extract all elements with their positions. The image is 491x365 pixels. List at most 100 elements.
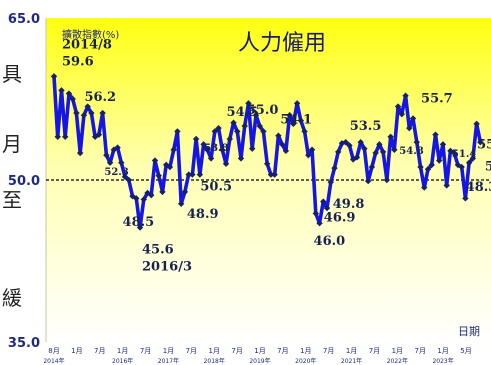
data-point xyxy=(103,151,110,159)
data-point xyxy=(424,166,432,173)
data-point xyxy=(185,171,192,178)
data-point xyxy=(252,112,260,119)
data-point xyxy=(84,103,91,110)
data-point xyxy=(357,139,364,146)
data-point xyxy=(211,128,219,135)
data-labels: 2014/8 59.6 56.2 52.3 48.5 45.6 2016/3 48.9 50.5… xyxy=(62,37,491,274)
x-tick-year: 2023年 xyxy=(432,357,453,365)
data-point xyxy=(301,128,308,135)
x-tick-label: 1月 xyxy=(117,347,128,355)
data-point xyxy=(417,163,424,171)
x-tick-label: 1月 xyxy=(208,347,219,355)
x-tick-label: 7月 xyxy=(186,347,197,355)
x-tick-year: 2019年 xyxy=(249,357,270,365)
margin-glyph-2: 月 xyxy=(2,132,22,156)
data-point xyxy=(76,149,84,157)
data-label: 55.0 xyxy=(247,103,279,118)
data-point xyxy=(263,160,271,167)
data-point xyxy=(376,141,383,148)
data-point xyxy=(308,146,316,153)
x-tick-year: 2017年 xyxy=(158,357,179,365)
x-axis-title: 日期 xyxy=(458,325,480,338)
data-point xyxy=(181,188,189,196)
x-tick-label: 1月 xyxy=(71,347,82,355)
data-label: 48.3 xyxy=(466,180,491,195)
y-tick-labels: 65.0 50.0 35.0 xyxy=(8,12,40,351)
x-tick-label: 5月 xyxy=(460,347,471,355)
data-label: 2016/3 xyxy=(142,260,192,275)
x-tick-label: 1月 xyxy=(392,347,403,355)
data-point xyxy=(406,124,413,132)
data-point xyxy=(151,157,159,164)
data-point xyxy=(439,141,447,148)
data-point xyxy=(65,90,73,97)
data-point xyxy=(402,92,409,99)
data-point xyxy=(234,128,241,135)
data-point xyxy=(50,73,58,80)
margin-glyph-4: 緩 xyxy=(2,286,22,310)
data-point xyxy=(312,210,319,217)
data-point xyxy=(136,224,144,231)
data-point xyxy=(106,159,114,166)
data-point xyxy=(413,139,420,146)
x-tick-label: 1月 xyxy=(437,347,448,355)
data-point xyxy=(222,160,230,167)
data-label: 2014/8 xyxy=(62,37,112,52)
data-point xyxy=(215,124,222,132)
data-point xyxy=(249,145,256,152)
data-point xyxy=(73,109,80,117)
data-point xyxy=(271,171,278,178)
data-label: 52.3 xyxy=(104,167,128,178)
x-tick-label: 1月 xyxy=(346,347,357,355)
data-label: 54.1 xyxy=(280,113,312,128)
data-point xyxy=(316,220,323,227)
data-label: 53.5 xyxy=(350,119,382,134)
data-point xyxy=(428,161,435,169)
margin-glyph-1: 具 xyxy=(2,62,22,86)
data-point xyxy=(200,141,207,148)
x-tick-year: 2020年 xyxy=(295,357,316,365)
data-label: 48.5 xyxy=(123,215,155,230)
data-point xyxy=(346,142,353,149)
data-point xyxy=(230,119,237,126)
data-point xyxy=(305,151,312,159)
data-point xyxy=(177,200,185,207)
data-label: 48.9 xyxy=(187,207,219,222)
data-point xyxy=(323,204,331,212)
data-point xyxy=(170,146,177,153)
data-point xyxy=(447,147,454,155)
data-point xyxy=(140,196,147,203)
data-point xyxy=(465,159,473,166)
data-point xyxy=(174,128,181,135)
data-point xyxy=(166,163,174,171)
x-tick-label: 1月 xyxy=(300,347,311,355)
data-point xyxy=(342,139,349,146)
data-label: 53.8 xyxy=(204,143,228,154)
data-point xyxy=(260,128,267,135)
data-point xyxy=(125,176,132,184)
data-point xyxy=(88,109,95,117)
data-point xyxy=(477,139,484,146)
data-point xyxy=(458,163,465,171)
y-tick-label: 35.0 xyxy=(8,336,40,351)
data-point xyxy=(293,100,301,107)
data-point xyxy=(133,195,140,202)
data-label: 54.8 xyxy=(399,146,423,157)
data-point xyxy=(394,103,402,110)
data-point xyxy=(95,131,103,138)
data-label: 59.6 xyxy=(62,54,94,69)
data-point xyxy=(368,163,376,171)
data-point xyxy=(353,154,361,161)
chart-title: 人力僱用 xyxy=(238,31,326,56)
x-tick-year: 2022年 xyxy=(387,357,408,365)
data-label: 46.9 xyxy=(324,210,356,225)
data-point xyxy=(245,100,252,107)
x-tick-label: 7月 xyxy=(94,347,105,355)
data-label: 49.8 xyxy=(333,197,365,212)
data-point xyxy=(331,164,338,172)
data-label: 54.5 xyxy=(227,105,259,120)
data-point xyxy=(443,182,450,189)
data-label: 55.7 xyxy=(421,91,453,106)
data-point xyxy=(436,157,443,164)
